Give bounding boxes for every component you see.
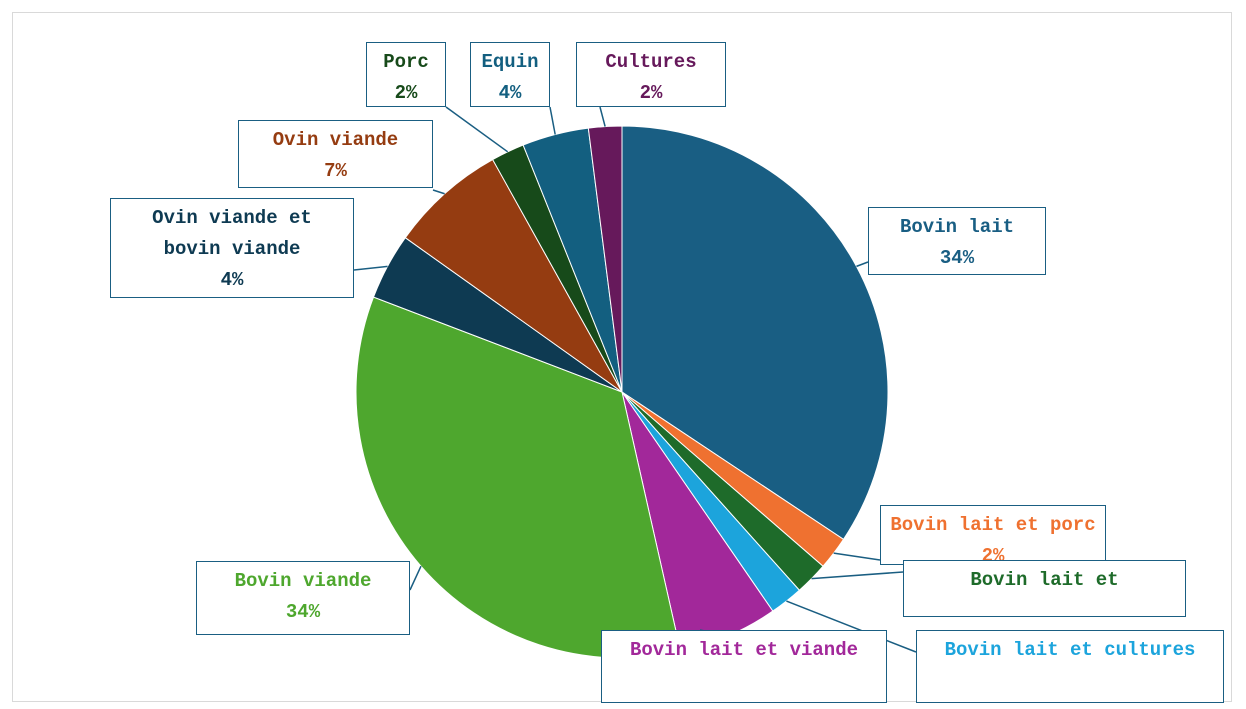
label-name: Ovin viande et bovin viande: [152, 207, 312, 260]
leader-line: [856, 261, 869, 268]
label-name: Bovin lait et cultures: [944, 639, 1196, 661]
data-label: Porc 2%: [366, 42, 446, 107]
label-name: Porc: [383, 51, 429, 73]
leader-line: [353, 265, 388, 271]
data-label: Bovin lait 34%: [868, 207, 1046, 275]
data-label: Bovin lait et viande: [601, 630, 887, 703]
leader-line: [786, 600, 917, 653]
leader-line: [445, 106, 509, 153]
label-name: Bovin lait et: [970, 569, 1119, 591]
label-value: 2%: [394, 82, 418, 104]
label-value: 2%: [639, 82, 663, 104]
label-value: 2%: [981, 545, 1005, 565]
label-name: Ovin viande: [272, 129, 399, 151]
label-value: 4%: [498, 82, 522, 104]
data-label: Bovin lait et porc 2%: [880, 505, 1106, 565]
label-value: 4%: [220, 269, 244, 291]
label-name: Bovin lait: [899, 216, 1015, 238]
data-label: Bovin lait et: [903, 560, 1186, 617]
data-label: Equin 4%: [470, 42, 550, 107]
label-name: Cultures: [605, 51, 697, 73]
label-value: 34%: [939, 247, 975, 269]
leader-line: [549, 106, 556, 135]
leader-line: [833, 552, 881, 561]
label-name: Bovin viande: [234, 570, 372, 592]
label-name: Bovin lait et viande: [629, 639, 859, 661]
leader-line: [432, 189, 445, 195]
leader-line: [599, 106, 606, 127]
label-name: Bovin lait et porc: [890, 514, 1096, 536]
leader-line: [811, 571, 904, 580]
data-label: Ovin viande et bovin viande 4%: [110, 198, 354, 298]
pie-slice: [404, 158, 623, 393]
data-label: Ovin viande 7%: [238, 120, 433, 188]
label-value: 7%: [324, 160, 347, 182]
label-value: 34%: [285, 601, 321, 623]
data-label: Bovin viande 34%: [196, 561, 410, 635]
label-name: Equin: [481, 51, 539, 73]
data-label: Cultures 2%: [576, 42, 726, 107]
leader-line: [409, 565, 422, 591]
data-label: Bovin lait et cultures: [916, 630, 1224, 703]
